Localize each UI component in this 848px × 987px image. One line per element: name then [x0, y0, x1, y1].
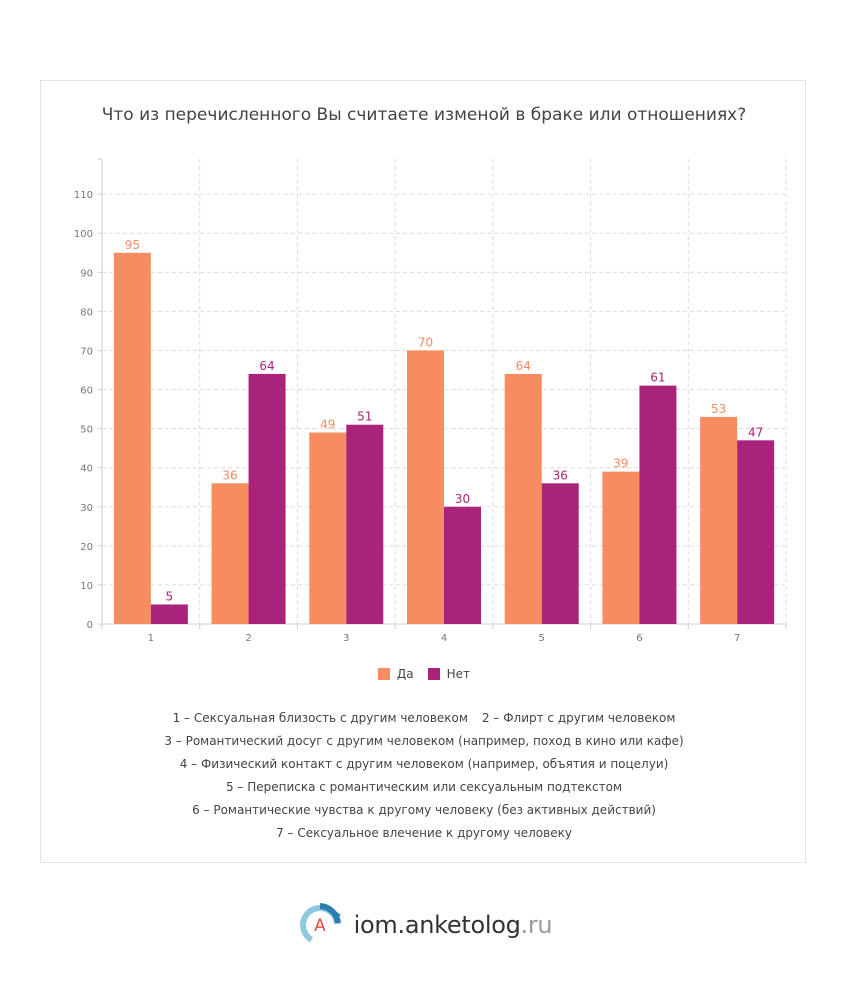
category-notes: 1 – Сексуальная близость с другим челове… [41, 707, 807, 845]
bar-no [346, 424, 384, 624]
legend-label-no: Нет [446, 667, 471, 681]
note-row: 1 – Сексуальная близость с другим челове… [41, 707, 807, 730]
data-label-yes: 53 [711, 402, 726, 416]
bar-no [248, 373, 286, 624]
x-tick-label: 6 [636, 633, 642, 644]
y-tick-label: 100 [74, 229, 93, 240]
y-tick-label: 80 [80, 307, 93, 318]
note-1: 1 – Сексуальная близость с другим челове… [172, 711, 468, 725]
y-tick-label: 90 [80, 268, 93, 279]
chart-title: Что из перечисленного Вы считаете измено… [101, 105, 747, 125]
y-tick-label: 0 [87, 620, 93, 631]
bar-yes [504, 373, 542, 624]
legend-item-yes[interactable]: Да [377, 667, 414, 681]
y-tick-label: 70 [80, 346, 93, 357]
brand-name[interactable]: iom.anketolog.ru [354, 911, 553, 939]
note-6: 6 – Романтические чувства к другому чело… [192, 803, 656, 817]
legend-swatch-no [427, 668, 440, 680]
chart-legend: Да Нет [41, 667, 807, 681]
note-2: 2 – Флирт с другим человеком [481, 711, 676, 725]
y-tick-label: 10 [80, 581, 93, 592]
data-label-no: 5 [166, 589, 174, 603]
data-label-no: 47 [748, 425, 763, 439]
x-tick-label: 7 [734, 633, 740, 644]
bar-no [541, 483, 579, 624]
x-tick-label: 5 [539, 633, 545, 644]
x-tick-label: 3 [343, 633, 349, 644]
data-label-yes: 64 [516, 359, 531, 373]
note-7: 7 – Сексуальное влечение к другому челов… [276, 826, 572, 840]
y-tick-label: 30 [80, 503, 93, 514]
note-3: 3 – Романтический досуг с другим человек… [164, 734, 684, 748]
data-label-no: 51 [357, 410, 372, 424]
data-label-yes: 49 [320, 418, 335, 432]
data-label-no: 36 [553, 468, 568, 482]
y-tick-label: 40 [80, 464, 93, 475]
bar-yes [113, 252, 151, 625]
logo-letter: A [314, 916, 326, 936]
bar-no [639, 385, 677, 624]
note-4: 4 – Физический контакт с другим человеко… [179, 757, 669, 771]
x-tick-label: 1 [148, 633, 154, 644]
anketolog-logo-icon[interactable]: A [296, 901, 344, 949]
bar-no [444, 506, 481, 624]
bar-yes [309, 432, 347, 624]
bar-yes [211, 483, 249, 624]
legend-item-no[interactable]: Нет [427, 667, 471, 681]
data-label-yes: 39 [613, 457, 628, 471]
brand-domain: iom.anketolog [353, 911, 521, 939]
y-tick-label: 110 [74, 190, 93, 201]
y-tick-label: 60 [80, 386, 93, 397]
data-label-no: 61 [650, 371, 665, 385]
bar-yes [700, 416, 738, 624]
data-label-no: 64 [259, 359, 274, 373]
x-tick-label: 4 [441, 633, 447, 644]
y-tick-label: 50 [80, 425, 93, 436]
bar-yes [602, 471, 640, 624]
data-label-yes: 95 [125, 238, 140, 252]
bar-no [150, 604, 188, 624]
bar-yes [407, 350, 444, 624]
bar-no [737, 440, 775, 624]
note-5: 5 – Переписка с романтическим или сексуа… [225, 780, 623, 794]
footer-brand: A iom.anketolog.ru [0, 900, 848, 950]
x-tick-label: 2 [245, 633, 251, 644]
bar-chart: 0 10 20 30 40 50 60 70 80 90 100 110 1 2 3 4 5 6 7 95 36 49 70… [74, 158, 787, 644]
y-tick-label: 20 [80, 542, 93, 553]
brand-tld: .ru [520, 911, 553, 939]
data-label-yes: 36 [222, 468, 237, 482]
data-label-yes: 70 [418, 335, 433, 349]
chart-card: Что из перечисленного Вы считаете измено… [40, 80, 806, 863]
legend-label-yes: Да [396, 667, 414, 681]
legend-swatch-yes [377, 668, 390, 680]
data-label-no: 30 [455, 492, 470, 506]
